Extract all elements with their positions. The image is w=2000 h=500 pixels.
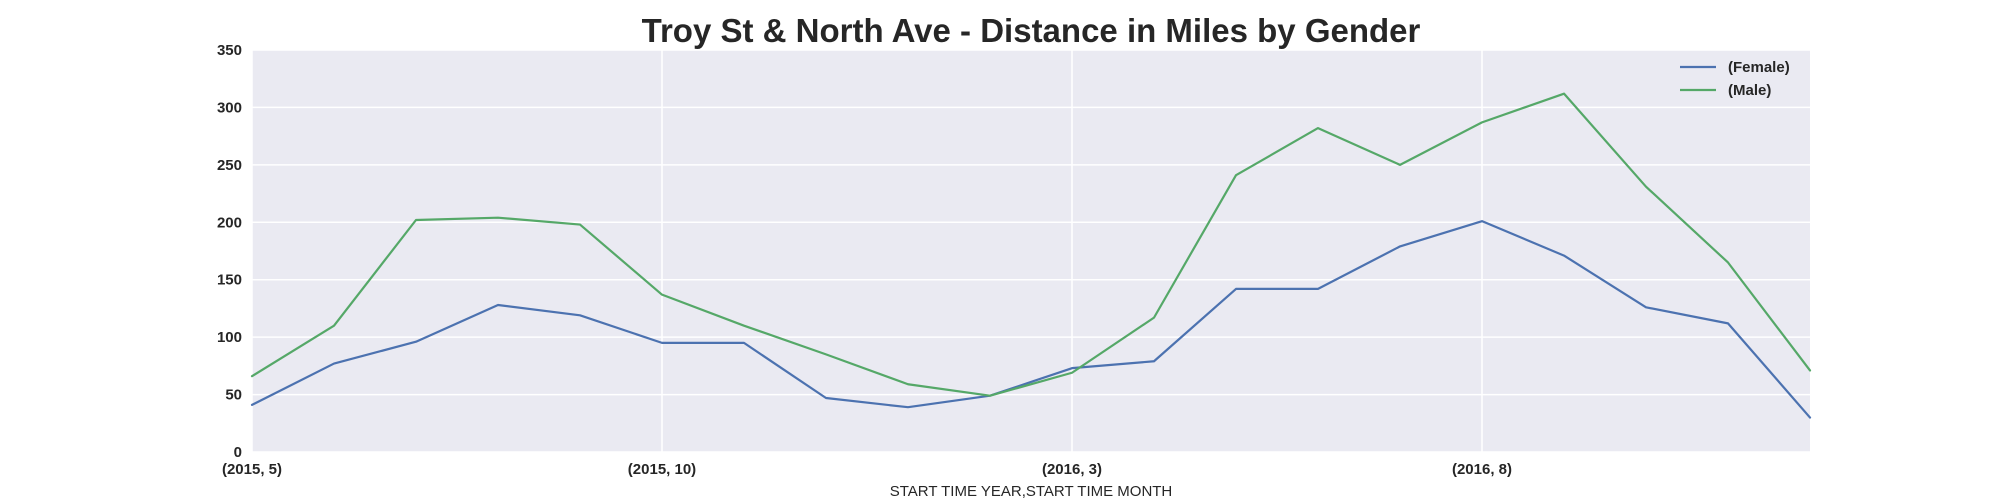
plot-area	[252, 50, 1810, 452]
y-tick-label: 50	[225, 387, 242, 404]
data-point	[1645, 306, 1647, 308]
data-point	[579, 223, 581, 225]
data-point	[661, 342, 663, 344]
data-point	[907, 383, 909, 385]
data-point	[1399, 245, 1401, 247]
data-point	[1563, 254, 1565, 256]
data-point	[415, 219, 417, 221]
y-tick-label: 100	[217, 329, 242, 346]
data-point	[333, 324, 335, 326]
data-point	[1317, 288, 1319, 290]
x-tick-label: (2016, 3)	[1042, 461, 1102, 478]
x-axis-ticks: (2015, 5) (2015, 10) (2016, 3) (2016, 8)	[222, 461, 1512, 478]
data-point	[1235, 174, 1237, 176]
data-point	[497, 304, 499, 306]
data-point	[251, 404, 253, 406]
x-tick-label: (2015, 5)	[222, 461, 282, 478]
data-point	[415, 341, 417, 343]
data-point	[333, 362, 335, 364]
y-tick-label: 350	[217, 42, 242, 59]
data-point	[1481, 220, 1483, 222]
legend: (Female) (Male)	[1680, 59, 1790, 99]
y-tick-label: 200	[217, 214, 242, 231]
data-point	[1809, 369, 1811, 371]
data-point	[1809, 416, 1811, 418]
data-point	[1071, 367, 1073, 369]
y-tick-label: 300	[217, 99, 242, 116]
y-tick-label: 150	[217, 272, 242, 289]
data-point	[1071, 372, 1073, 374]
data-point	[1399, 164, 1401, 166]
data-point	[1645, 185, 1647, 187]
data-point	[1235, 288, 1237, 290]
data-point	[661, 293, 663, 295]
data-point	[989, 395, 991, 397]
data-point	[907, 406, 909, 408]
data-point	[1153, 316, 1155, 318]
chart-title: Troy St & North Ave - Distance in Miles …	[642, 12, 1421, 49]
y-axis-ticks: 0 50 100 150 200 250 300 350	[217, 42, 242, 461]
legend-label: (Male)	[1728, 82, 1771, 99]
legend-label: (Female)	[1728, 59, 1790, 76]
data-point	[1317, 127, 1319, 129]
data-point	[1727, 261, 1729, 263]
data-point	[1481, 121, 1483, 123]
data-point	[1563, 92, 1565, 94]
series-line-male	[250, 92, 1812, 397]
grid-lines	[251, 49, 1810, 453]
data-point	[1153, 360, 1155, 362]
data-point	[743, 342, 745, 344]
x-tick-label: (2015, 10)	[628, 461, 696, 478]
x-axis-label: START TIME YEAR,START TIME MONTH	[890, 483, 1173, 500]
series-lines	[250, 92, 1812, 419]
y-tick-label: 250	[217, 157, 242, 174]
data-point	[743, 324, 745, 326]
data-point	[825, 397, 827, 399]
data-point	[579, 314, 581, 316]
data-point	[497, 216, 499, 218]
data-point	[825, 353, 827, 355]
x-tick-label: (2016, 8)	[1452, 461, 1512, 478]
data-point	[251, 375, 253, 377]
data-point	[1727, 322, 1729, 324]
y-tick-label: 0	[234, 444, 242, 461]
series-line-female	[250, 220, 1812, 419]
